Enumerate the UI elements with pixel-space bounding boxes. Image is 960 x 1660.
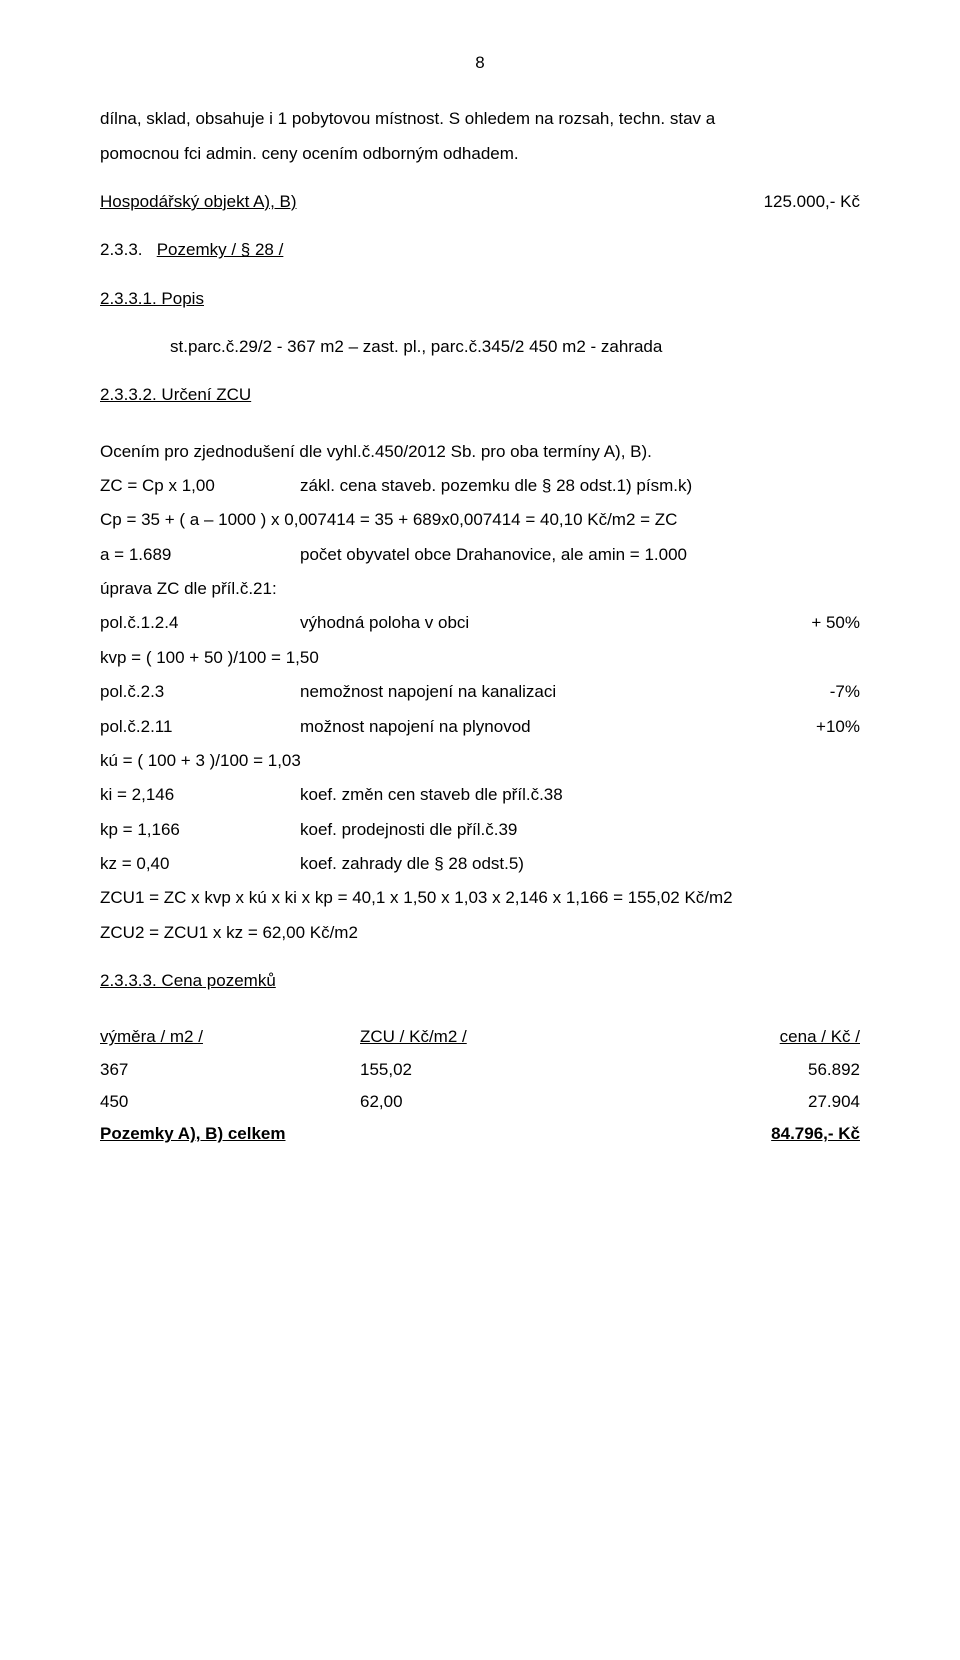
heading-233: 2.3.3. Pozemky / § 28 / [100,237,860,263]
row-23-b: nemožnost napojení na kanalizaci [300,679,740,705]
parcels-line: st.parc.č.29/2 - 367 m2 – zast. pl., par… [100,334,860,360]
row-23: pol.č.2.3 nemožnost napojení na kanaliza… [100,679,860,705]
row-a: a = 1.689 počet obyvatel obce Drahanovic… [100,542,860,568]
row-ku: kú = ( 100 + 3 )/100 = 1,03 [100,748,860,774]
row-124: pol.č.1.2.4 výhodná poloha v obci + 50% [100,610,860,636]
row-kvp: kvp = ( 100 + 50 )/100 = 1,50 [100,645,860,671]
table-header: výměra / m2 / ZCU / Kč/m2 / cena / Kč / [100,1024,860,1050]
row-zc-a: ZC = Cp x 1,00 [100,473,300,499]
tr1-a: 367 [100,1057,360,1083]
heading-2333: 2.3.3.3. Cena pozemků [100,968,860,994]
row-zcu1: ZCU1 = ZC x kvp x kú x ki x kp = 40,1 x … [100,885,860,911]
row-a-b: počet obyvatel obce Drahanovice, ale ami… [300,542,860,568]
heading-2331: 2.3.3.1. Popis [100,286,860,312]
th-c: cena / Kč / [620,1024,860,1050]
heading-233-num: 2.3.3. [100,240,143,259]
row-124-a: pol.č.1.2.4 [100,610,300,636]
page-number: 8 [100,50,860,76]
tr1-c: 56.892 [620,1057,860,1083]
row-kp-a: kp = 1,166 [100,817,300,843]
trsum-b [360,1121,620,1147]
table-row: 367 155,02 56.892 [100,1057,860,1083]
para-2: pomocnou fci admin. ceny ocením odborným… [100,141,860,167]
tr1-b: 155,02 [360,1057,620,1083]
row-kz: kz = 0,40 koef. zahrady dle § 28 odst.5) [100,851,860,877]
heading-2332: 2.3.3.2. Určení ZCU [100,382,860,408]
row-cp: Cp = 35 + ( a – 1000 ) x 0,007414 = 35 +… [100,507,860,533]
trsum-a: Pozemky A), B) celkem [100,1121,360,1147]
row-kp-b: koef. prodejnosti dle příl.č.39 [300,817,860,843]
row-ki-a: ki = 2,146 [100,782,300,808]
object-price-row: Hospodářský objekt A), B) 125.000,- Kč [100,189,860,215]
row-211: pol.č.2.11 možnost napojení na plynovod … [100,714,860,740]
row-124-c: + 50% [740,610,860,636]
row-211-a: pol.č.2.11 [100,714,300,740]
row-upr: úprava ZC dle příl.č.21: [100,576,860,602]
th-b: ZCU / Kč/m2 / [360,1024,620,1050]
row-kp: kp = 1,166 koef. prodejnosti dle příl.č.… [100,817,860,843]
tr2-c: 27.904 [620,1089,860,1115]
row-zc: ZC = Cp x 1,00 zákl. cena staveb. pozemk… [100,473,860,499]
tr2-b: 62,00 [360,1089,620,1115]
row-ki: ki = 2,146 koef. změn cen staveb dle pří… [100,782,860,808]
row-kz-a: kz = 0,40 [100,851,300,877]
th-a: výměra / m2 / [100,1024,360,1050]
row-zcu2: ZCU2 = ZCU1 x kz = 62,00 Kč/m2 [100,920,860,946]
object-value: 125.000,- Kč [764,189,860,215]
trsum-c: 84.796,- Kč [620,1121,860,1147]
table-sum-row: Pozemky A), B) celkem 84.796,- Kč [100,1121,860,1147]
row-kz-b: koef. zahrady dle § 28 odst.5) [300,851,860,877]
row-23-a: pol.č.2.3 [100,679,300,705]
para-1: dílna, sklad, obsahuje i 1 pobytovou mís… [100,106,860,132]
row-211-b: možnost napojení na plynovod [300,714,740,740]
object-label: Hospodářský objekt A), B) [100,189,297,215]
row-211-c: +10% [740,714,860,740]
row-23-c: -7% [740,679,860,705]
row-a-a: a = 1.689 [100,542,300,568]
heading-233-title: Pozemky / § 28 / [157,240,284,259]
table-row: 450 62,00 27.904 [100,1089,860,1115]
tr2-a: 450 [100,1089,360,1115]
row-124-b: výhodná poloha v obci [300,610,740,636]
row-ki-b: koef. změn cen staveb dle příl.č.38 [300,782,860,808]
para-3: Ocením pro zjednodušení dle vyhl.č.450/2… [100,439,860,465]
row-zc-b: zákl. cena staveb. pozemku dle § 28 odst… [300,473,860,499]
